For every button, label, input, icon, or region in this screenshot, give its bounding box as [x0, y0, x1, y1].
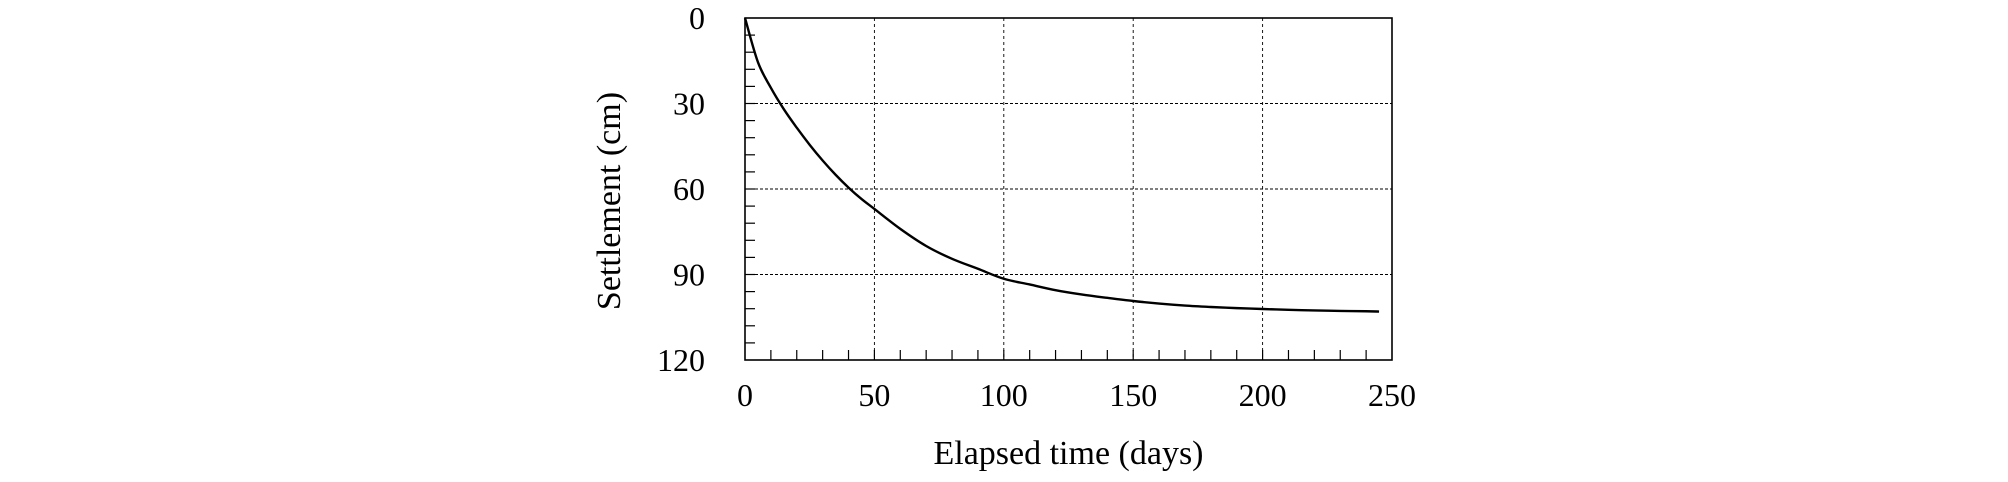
y-axis-tick-labels: 0 30 60 90 120 — [657, 0, 705, 378]
x-tick-label: 200 — [1239, 377, 1287, 413]
x-tick-label: 0 — [737, 377, 753, 413]
y-axis-title: Settlement (cm) — [591, 92, 628, 310]
x-tick-label: 150 — [1109, 377, 1157, 413]
y-tick-label: 60 — [673, 171, 705, 207]
settlement-curve — [743, 17, 1380, 313]
minor-ticks — [745, 34, 1367, 360]
x-axis-title: Elapsed time (days) — [933, 435, 1203, 472]
x-axis-tick-labels: 0 50 100 150 200 250 — [737, 377, 1416, 413]
x-tick-label: 250 — [1368, 377, 1416, 413]
plot-area-frame — [744, 17, 1393, 361]
x-tick-label: 100 — [980, 377, 1028, 413]
x-tick-label: 50 — [858, 377, 890, 413]
y-tick-label: 120 — [657, 342, 705, 378]
y-tick-label: 0 — [689, 0, 705, 36]
y-tick-label: 90 — [673, 257, 705, 293]
grid-lines — [745, 18, 1392, 360]
y-tick-label: 30 — [673, 86, 705, 122]
